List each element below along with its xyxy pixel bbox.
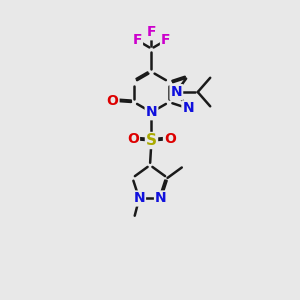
Text: N: N	[155, 191, 166, 206]
Text: N: N	[134, 191, 145, 206]
Text: N: N	[182, 101, 194, 116]
Text: O: O	[106, 94, 119, 108]
Text: F: F	[147, 25, 156, 39]
Text: S: S	[146, 133, 157, 148]
Text: F: F	[161, 33, 170, 47]
Text: O: O	[164, 132, 176, 146]
Text: N: N	[146, 105, 157, 119]
Text: N: N	[170, 85, 182, 99]
Text: F: F	[133, 33, 142, 47]
Text: O: O	[127, 132, 139, 146]
